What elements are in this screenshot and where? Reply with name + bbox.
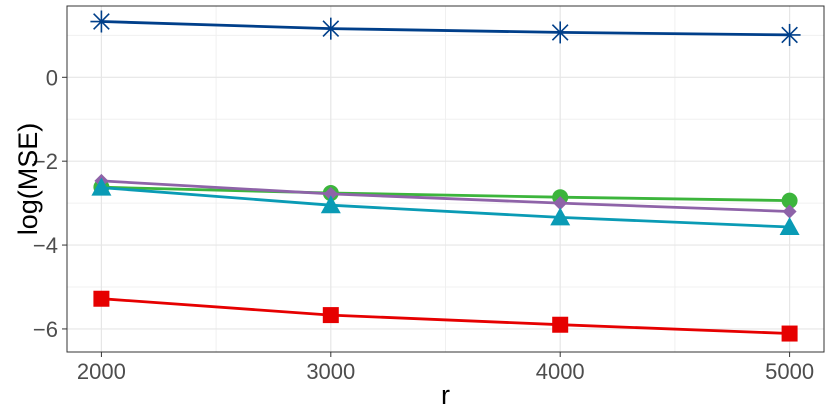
series-asterisk [90,10,801,46]
y-axis-title: log(MSE) [13,123,43,236]
data-point-asterisk [778,23,801,46]
x-tick-label: 3000 [306,359,355,384]
series-group [90,10,801,342]
data-point-square [781,325,798,342]
y-tick-label: −4 [33,233,58,258]
x-tick-label: 5000 [765,359,814,384]
data-point-diamond [323,186,338,201]
asterisk-stroke [322,20,340,37]
data-point-diamond [553,196,568,211]
series-square [93,290,798,342]
grid [67,6,824,352]
data-point-square [93,290,110,307]
data-point-triangle [320,195,341,214]
data-point-circle [781,192,798,209]
data-point-asterisk [319,17,342,40]
x-tick-label: 2000 [77,359,126,384]
series-line [101,20,790,37]
asterisk-stroke [93,13,110,30]
data-point-diamond [782,204,797,219]
data-point-square [552,316,569,333]
data-point-triangle [779,217,800,236]
data-point-asterisk [90,10,113,33]
plot-panel-border [66,5,825,353]
data-point-triangle [550,207,571,226]
data-point-triangle [91,177,112,196]
asterisk-stroke [551,24,569,41]
series-line [101,179,790,213]
x-tick-label: 4000 [536,359,585,384]
series-line [101,185,790,202]
asterisk-stroke [781,26,798,44]
series-line [101,186,790,229]
x-axis-title: r [441,380,450,410]
series-triangle [91,177,800,236]
y-tick-label: −6 [33,317,58,342]
data-point-asterisk [549,21,572,44]
y-tick-label: −2 [33,149,58,174]
data-point-square [322,307,339,324]
axis-ticks: 2000 3000 4000 5000 −6 −4 −2 0 [33,65,814,384]
y-tick-label: 0 [46,65,58,90]
series-line [101,297,790,335]
